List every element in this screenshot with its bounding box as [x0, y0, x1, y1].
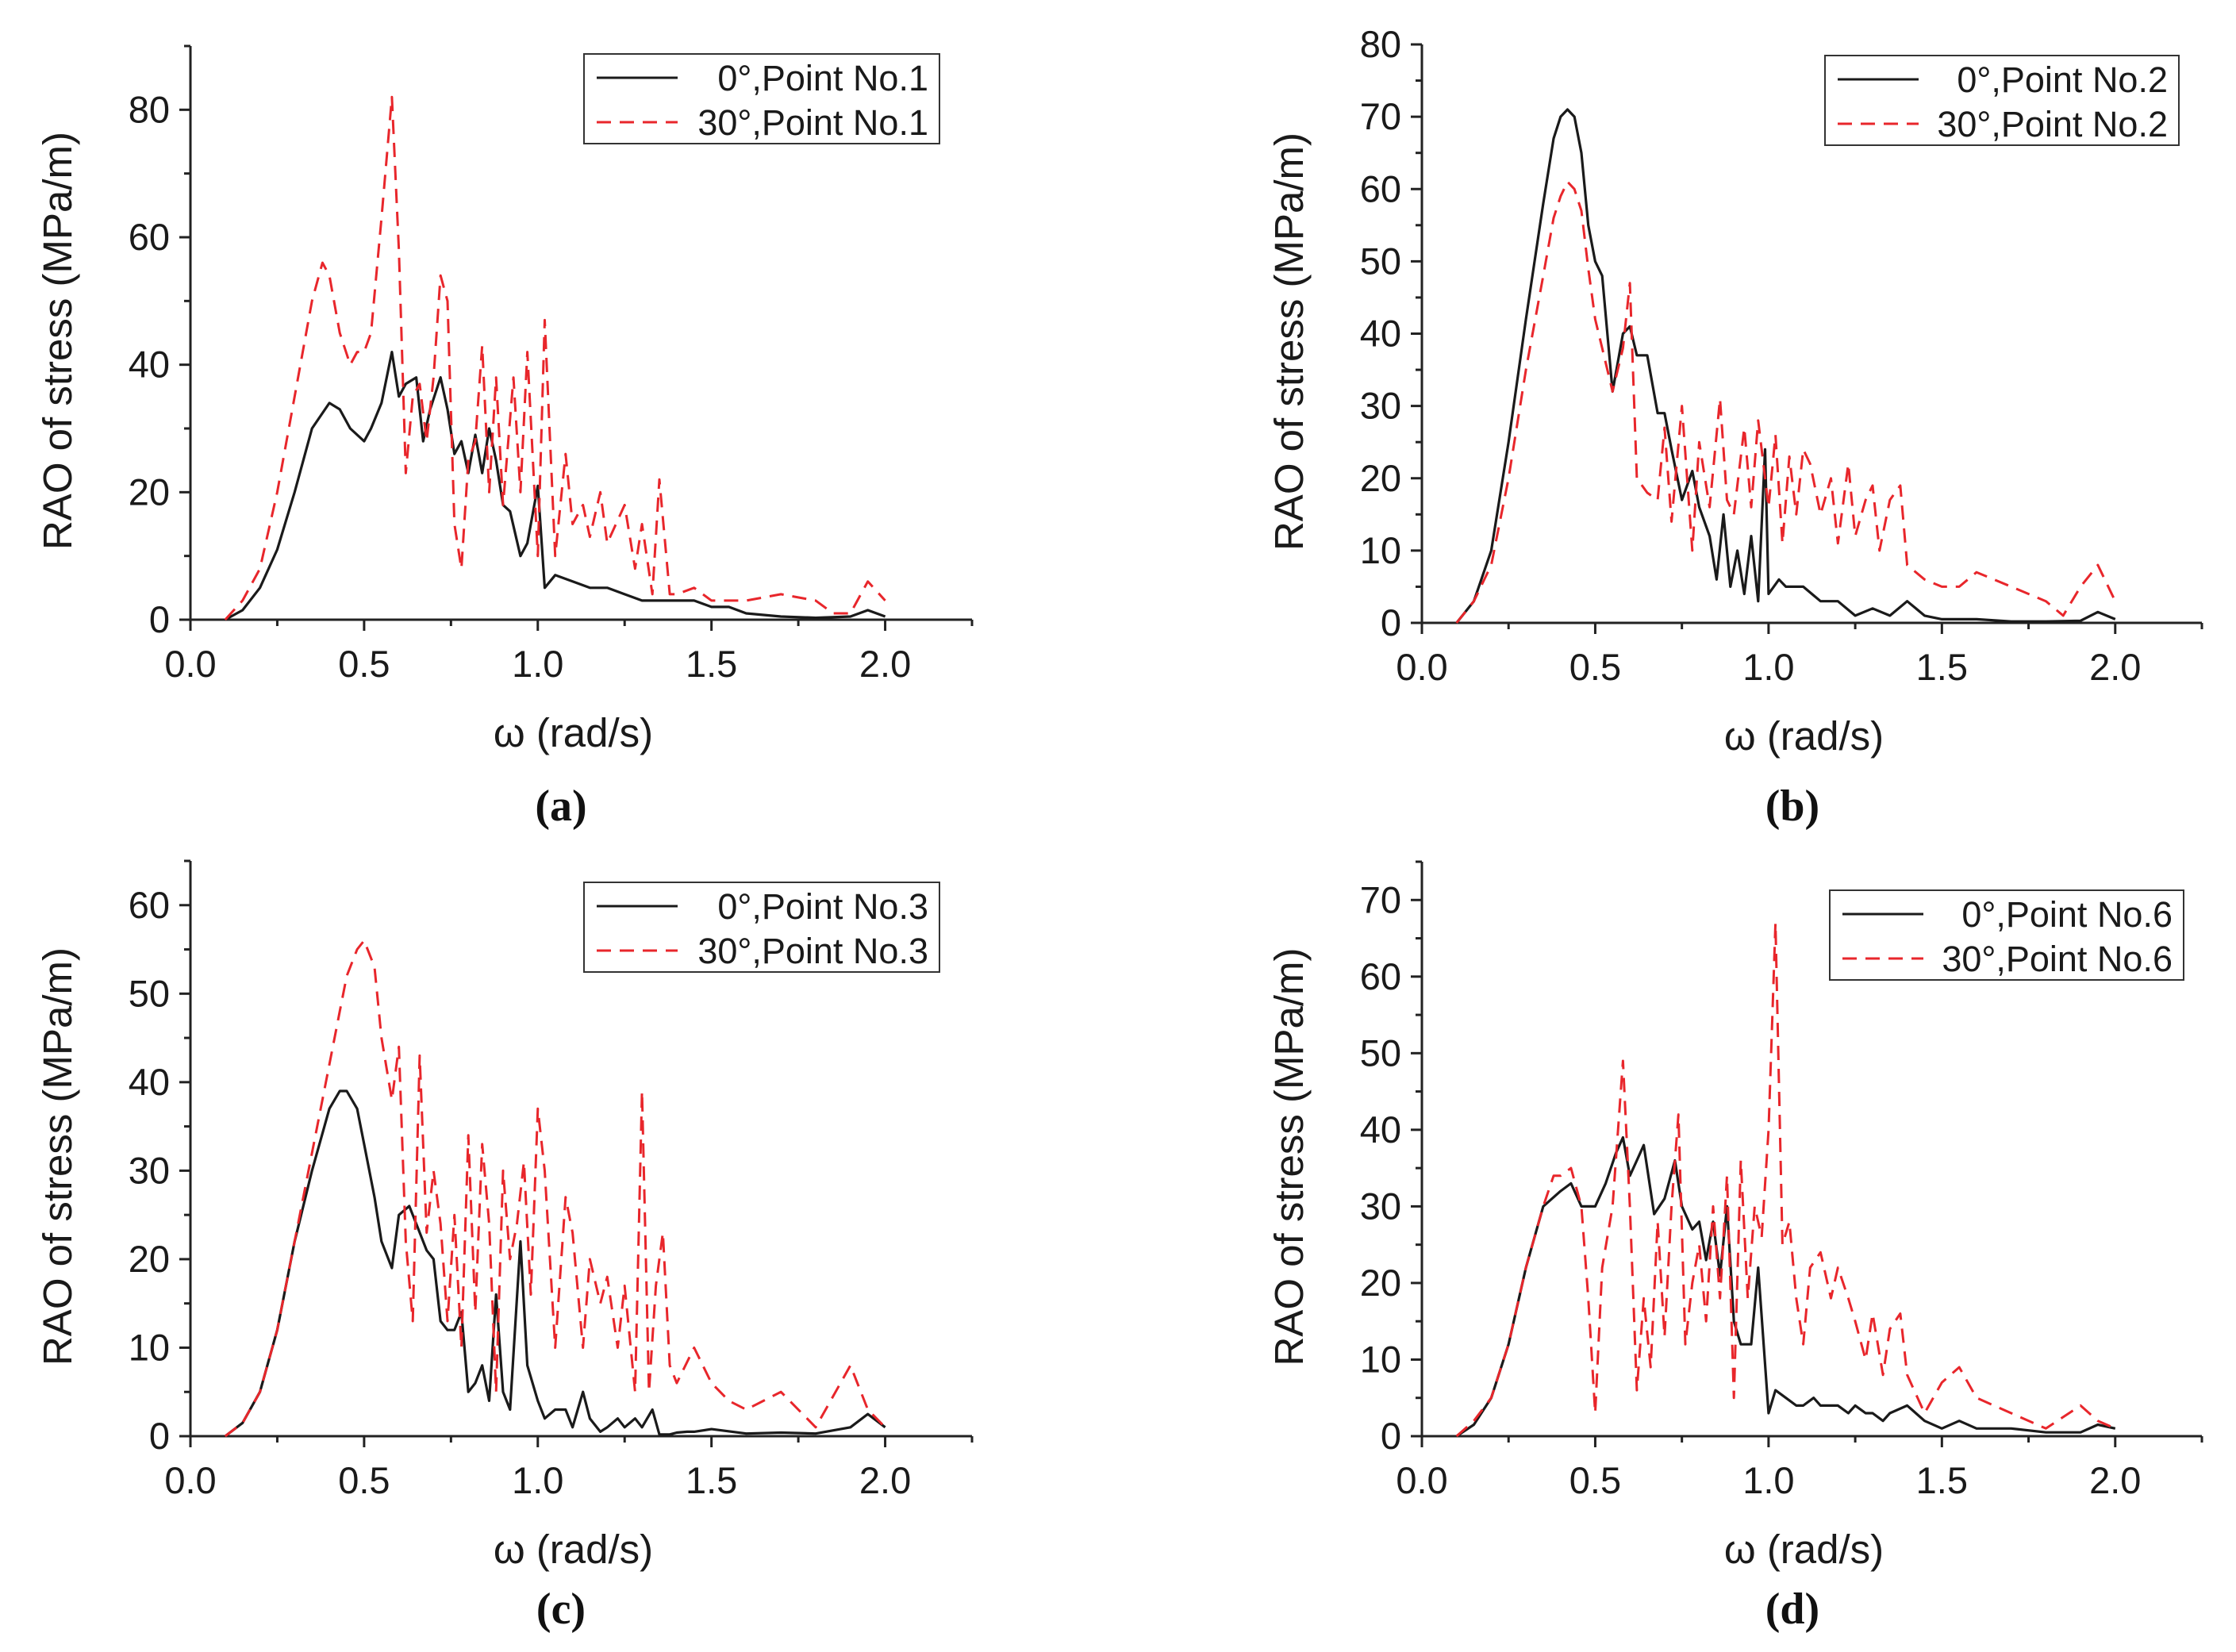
series-line-deg0 — [225, 351, 886, 621]
legend-box — [1829, 889, 2184, 981]
x-axis-title: ω (rad/s) — [1724, 713, 1884, 759]
x-tick-label: 1.5 — [686, 1459, 737, 1501]
legend-box — [583, 53, 940, 144]
legend-label: 30°,Point No.3 — [697, 931, 928, 971]
x-tick-label: 0.0 — [1396, 646, 1447, 688]
series-line-deg30 — [224, 939, 886, 1438]
x-axis-title: ω (rad/s) — [494, 1527, 653, 1572]
y-tick-label: 30 — [1360, 1185, 1401, 1227]
y-tick-label: 20 — [1360, 1262, 1401, 1304]
x-tick-label: 2.0 — [2089, 646, 2141, 688]
legend-label: 0°,Point No.3 — [717, 886, 928, 927]
y-tick-label: 50 — [1360, 1032, 1401, 1074]
series-line-deg0 — [224, 1089, 886, 1438]
legend-label: 30°,Point No.6 — [1942, 939, 2173, 979]
series-line-deg0 — [1455, 1135, 2116, 1438]
x-tick-label: 1.0 — [1742, 1459, 1794, 1501]
y-tick-label: 50 — [1360, 240, 1401, 282]
x-tick-label: 2.0 — [2089, 1459, 2141, 1501]
panel-caption: (a) — [535, 782, 586, 831]
y-axis-title: RAO of stress (MPa/m) — [1266, 947, 1312, 1366]
legend-label: 0°,Point No.1 — [717, 58, 928, 98]
y-tick-label: 10 — [129, 1326, 170, 1368]
legend: 0°,Point No.130°,Point No.1 — [583, 53, 940, 144]
x-tick-label: 2.0 — [859, 643, 911, 685]
y-tick-label: 0 — [1381, 601, 1401, 644]
y-tick-label: 40 — [1360, 1108, 1401, 1151]
y-tick-label: 10 — [1360, 529, 1401, 571]
panel-caption: (c) — [536, 1585, 586, 1634]
x-tick-label: 1.0 — [1742, 646, 1794, 688]
y-tick-label: 40 — [129, 1061, 170, 1103]
x-tick-label: 0.0 — [164, 1459, 216, 1501]
series-line-deg30 — [224, 95, 886, 621]
chart-panel-b: 0.0 0.5 1.0 1.5 2.0 0 10 20 30 40 50 60 70 80 ω (rad/s… — [1266, 23, 2203, 831]
legend-label: 0°,Point No.2 — [1957, 60, 2168, 100]
y-tick-label: 20 — [129, 471, 170, 513]
y-axis-title: RAO of stress (MPa/m) — [35, 947, 80, 1366]
y-tick-label: 70 — [1360, 95, 1401, 137]
x-tick-label: 1.5 — [1916, 1459, 1968, 1501]
panel-caption: (b) — [1765, 782, 1819, 831]
y-axis-title: RAO of stress (MPa/m) — [1266, 133, 1312, 551]
y-tick-label: 80 — [1360, 23, 1401, 65]
panel-caption: (d) — [1765, 1585, 1819, 1634]
chart-panel-a: 0.0 0.5 1.0 1.5 2.0 0 20 40 60 80 ω (rad/s) RAO of … — [35, 44, 974, 831]
x-tick-label: 2.0 — [859, 1459, 911, 1501]
legend-label: 0°,Point No.6 — [1961, 894, 2173, 935]
x-tick-label: 0.0 — [164, 643, 216, 685]
legend-label: 30°,Point No.1 — [697, 102, 928, 143]
x-tick-label: 1.5 — [686, 643, 737, 685]
y-tick-label: 0 — [149, 598, 170, 640]
y-tick-label: 60 — [129, 216, 170, 258]
x-axis-title: ω (rad/s) — [1724, 1527, 1884, 1572]
x-tick-label: 0.5 — [338, 1459, 390, 1501]
x-tick-label: 0.0 — [1396, 1459, 1447, 1501]
y-tick-label: 0 — [1381, 1415, 1401, 1457]
x-tick-label: 0.5 — [1569, 1459, 1621, 1501]
x-tick-label: 1.0 — [512, 643, 563, 685]
x-axis-title: ω (rad/s) — [494, 710, 653, 755]
y-tick-label: 30 — [1360, 385, 1401, 427]
y-tick-label: 80 — [129, 88, 170, 130]
y-axis-title: RAO of stress (MPa/m) — [35, 132, 80, 550]
y-tick-label: 60 — [1360, 955, 1401, 997]
series-line-deg30 — [1455, 921, 2116, 1438]
chart-panel-d: 0.0 0.5 1.0 1.5 2.0 0 10 20 30 40 50 60 70 ω (rad/s) R… — [1266, 860, 2203, 1634]
legend-label: 30°,Point No.2 — [1937, 104, 2168, 144]
y-tick-label: 20 — [1360, 457, 1401, 499]
legend-box — [1824, 55, 2180, 146]
x-tick-label: 0.5 — [1569, 646, 1621, 688]
x-tick-label: 0.5 — [338, 643, 390, 685]
x-tick-label: 1.5 — [1916, 646, 1968, 688]
y-tick-label: 50 — [129, 972, 170, 1014]
legend: 0°,Point No.230°,Point No.2 — [1824, 55, 2180, 146]
legend-box — [583, 882, 940, 973]
y-tick-label: 70 — [1360, 878, 1401, 920]
y-tick-label: 0 — [149, 1415, 170, 1457]
series-line-deg0 — [1455, 108, 2116, 624]
chart-panel-c: 0.0 0.5 1.0 1.5 2.0 0 10 20 30 40 50 60 ω (rad/s) RAO… — [35, 859, 974, 1634]
series-line-deg30 — [1455, 180, 2117, 624]
y-tick-label: 40 — [129, 344, 170, 386]
y-tick-label: 40 — [1360, 313, 1401, 355]
y-tick-label: 60 — [129, 884, 170, 926]
x-tick-label: 1.0 — [512, 1459, 563, 1501]
legend: 0°,Point No.330°,Point No.3 — [583, 882, 940, 973]
y-tick-label: 20 — [129, 1238, 170, 1280]
y-tick-label: 30 — [129, 1149, 170, 1191]
legend: 0°,Point No.630°,Point No.6 — [1829, 889, 2184, 981]
y-tick-label: 60 — [1360, 167, 1401, 209]
y-tick-label: 10 — [1360, 1338, 1401, 1380]
